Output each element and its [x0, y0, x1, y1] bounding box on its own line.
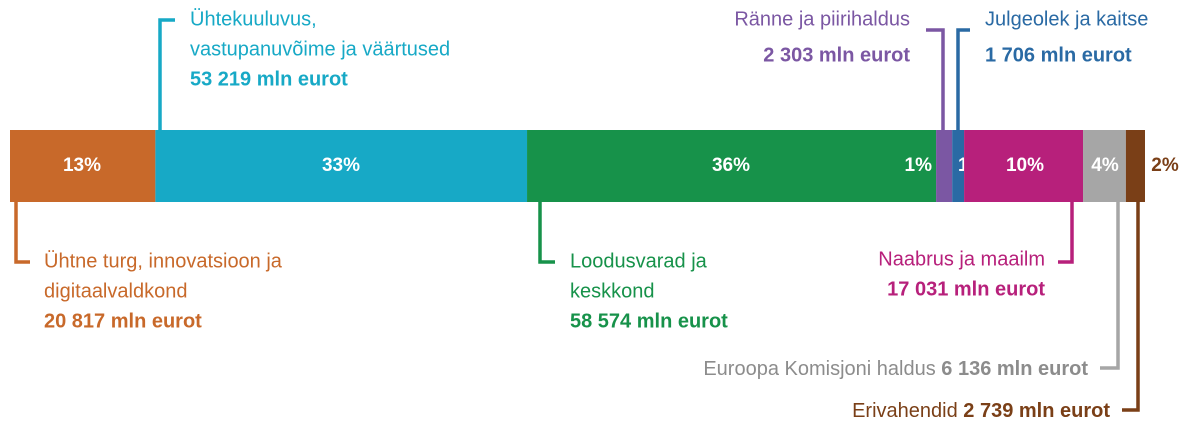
- bar-segment: [936, 130, 953, 202]
- category-label: Ühtekuuluvus,: [190, 8, 317, 30]
- percent-label: 1%: [905, 155, 933, 176]
- value-label: 20 817 mln eurot: [44, 310, 202, 332]
- annotation: Erivahendid 2 739 mln eurot: [852, 400, 1110, 422]
- value-label: 6 136 mln eurot: [941, 358, 1088, 380]
- value-label: 58 574 mln eurot: [570, 310, 728, 332]
- annotation: Euroopa Komisjoni haldus 6 136 mln eurot: [703, 358, 1088, 380]
- category-label: digitaalvaldkond: [44, 280, 187, 302]
- connector: [1122, 202, 1140, 412]
- bar-segment: [964, 130, 1084, 202]
- value-label: 2 739 mln eurot: [963, 400, 1110, 422]
- category-label: Julgeolek ja kaitse: [985, 8, 1148, 30]
- percent-label: 2%: [1151, 155, 1179, 176]
- bar-segment: [952, 130, 965, 202]
- connector: [1100, 202, 1120, 370]
- bar-segment: [1083, 130, 1126, 202]
- category-label: keskkond: [570, 280, 655, 302]
- bar-segment: [10, 130, 156, 202]
- bar-segment: [155, 130, 528, 202]
- value-label: 17 031 mln eurot: [887, 278, 1045, 300]
- percent-label: 10%: [1006, 155, 1044, 176]
- category-label: Loodusvarad ja: [570, 250, 708, 272]
- value-label: 2 303 mln eurot: [763, 44, 910, 66]
- percent-label: 36%: [712, 155, 750, 176]
- category-label: Ränne ja piirihaldus: [734, 8, 910, 30]
- connector: [158, 18, 175, 130]
- bar-segment: [1125, 130, 1145, 202]
- connector: [1058, 202, 1074, 264]
- connector: [926, 28, 945, 130]
- value-label: 53 219 mln eurot: [190, 68, 348, 90]
- value-label: 1 706 mln eurot: [985, 44, 1132, 66]
- connector: [956, 28, 970, 130]
- connector: [14, 202, 30, 264]
- percent-label: 4%: [1091, 155, 1119, 176]
- category-label: Naabrus ja maailm: [878, 248, 1045, 270]
- connector: [538, 202, 555, 264]
- category-label: Euroopa Komisjoni haldus: [703, 358, 935, 380]
- category-label: vastupanuvõime ja väärtused: [190, 38, 450, 60]
- bar-segment: [527, 130, 937, 202]
- percent-label: 13%: [63, 155, 101, 176]
- category-label: Ühtne turg, innovatsioon ja: [44, 250, 283, 272]
- percent-label: 33%: [322, 155, 360, 176]
- category-label: Erivahendid: [852, 400, 958, 422]
